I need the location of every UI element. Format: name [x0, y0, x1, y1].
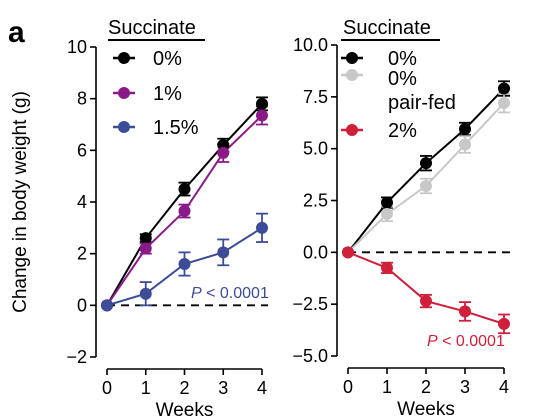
p-value-annotation: P < 0.0001 — [427, 333, 505, 350]
legend-swatch-marker — [118, 87, 130, 99]
legend-swatch-marker — [118, 121, 130, 133]
data-point — [178, 258, 191, 270]
x-tick-label: 1 — [382, 377, 392, 397]
x-tick-label: 2 — [421, 377, 431, 397]
legend-swatch-marker — [346, 69, 358, 81]
y-tick-label: 2 — [77, 244, 87, 264]
p-value-text: < 0.0001 — [202, 285, 269, 302]
y-tick-label: 0.0 — [303, 242, 328, 262]
y-tick-label: −2 — [66, 347, 87, 367]
data-point — [498, 97, 510, 110]
data-point — [342, 246, 354, 259]
legend-title: Succinate — [343, 17, 431, 39]
y-tick-label: 6 — [77, 140, 87, 160]
data-point — [498, 317, 510, 330]
y-tick-label: 7.5 — [303, 87, 328, 107]
legend-swatch-marker — [118, 52, 130, 64]
data-point — [459, 122, 471, 135]
legend-title: Succinate — [108, 17, 196, 39]
legend-swatch-marker — [346, 52, 358, 64]
x-tick-label: 4 — [499, 377, 509, 397]
x-tick-label: 3 — [460, 377, 470, 397]
p-value-text: < 0.0001 — [438, 333, 505, 350]
y-tick-label: 10.0 — [293, 35, 328, 55]
data-point — [178, 205, 191, 218]
y-tick-label: −5.0 — [292, 346, 328, 366]
data-point — [498, 82, 510, 95]
y-axis-label: Change in body weight (g) — [10, 91, 31, 313]
panel-label: a — [8, 16, 25, 49]
series-line — [347, 251, 505, 325]
chart-panel-right: −5.0 −2.5 0.0 2.5 5.0 7.5 10.0 0 1 2 3 4 Weeks Succin… — [292, 17, 510, 420]
data-point — [139, 232, 152, 245]
data-point — [256, 97, 268, 110]
x-tick-label: 2 — [179, 378, 189, 398]
data-point — [139, 242, 152, 255]
data-point — [178, 183, 191, 196]
y-tick-label: 2.5 — [303, 191, 328, 211]
legend-label: 0% — [388, 48, 417, 70]
chart-panel-left: −2 0 2 4 6 8 10 0 1 2 3 4 Weeks Change in body weight… — [10, 17, 269, 420]
data-point — [217, 246, 230, 259]
data-point — [381, 207, 393, 220]
x-tick-label: 4 — [257, 378, 267, 398]
legend-label: 0% — [153, 48, 182, 70]
legend-swatch-marker — [346, 124, 358, 136]
data-point — [101, 299, 113, 312]
data-point — [420, 179, 432, 192]
data-point — [420, 157, 432, 170]
x-tick-label: 0 — [102, 378, 112, 398]
x-tick-label: 3 — [218, 378, 228, 398]
data-point — [256, 109, 268, 122]
data-point — [217, 146, 230, 159]
data-point — [420, 295, 432, 308]
series-line — [347, 102, 505, 254]
y-tick-label: −2.5 — [292, 294, 328, 314]
y-tick-label: 5.0 — [303, 139, 328, 159]
data-point — [459, 305, 471, 318]
y-tick-label: 10 — [67, 37, 87, 57]
data-point — [381, 261, 393, 274]
y-tick-label: 8 — [77, 89, 87, 109]
data-point — [256, 221, 268, 234]
p-value-symbol: P — [427, 333, 438, 350]
y-tick-label: 0 — [77, 295, 87, 315]
x-tick-label: 0 — [343, 377, 353, 397]
y-tick-label: 4 — [77, 192, 87, 212]
x-axis-label: Weeks — [397, 399, 455, 420]
p-value-annotation: P < 0.0001 — [191, 285, 269, 302]
x-axis-label: Weeks — [156, 400, 214, 420]
x-tick-label: 1 — [141, 378, 151, 398]
legend-label: 2% — [388, 120, 417, 142]
data-point — [139, 287, 152, 300]
data-point — [381, 196, 393, 209]
legend-label: 1.5% — [153, 117, 199, 139]
data-point — [459, 138, 471, 151]
legend-label: 0% — [388, 68, 417, 90]
legend-label: pair-fed — [388, 92, 456, 114]
p-value-symbol: P — [191, 285, 202, 302]
legend-label: 1% — [153, 83, 182, 105]
